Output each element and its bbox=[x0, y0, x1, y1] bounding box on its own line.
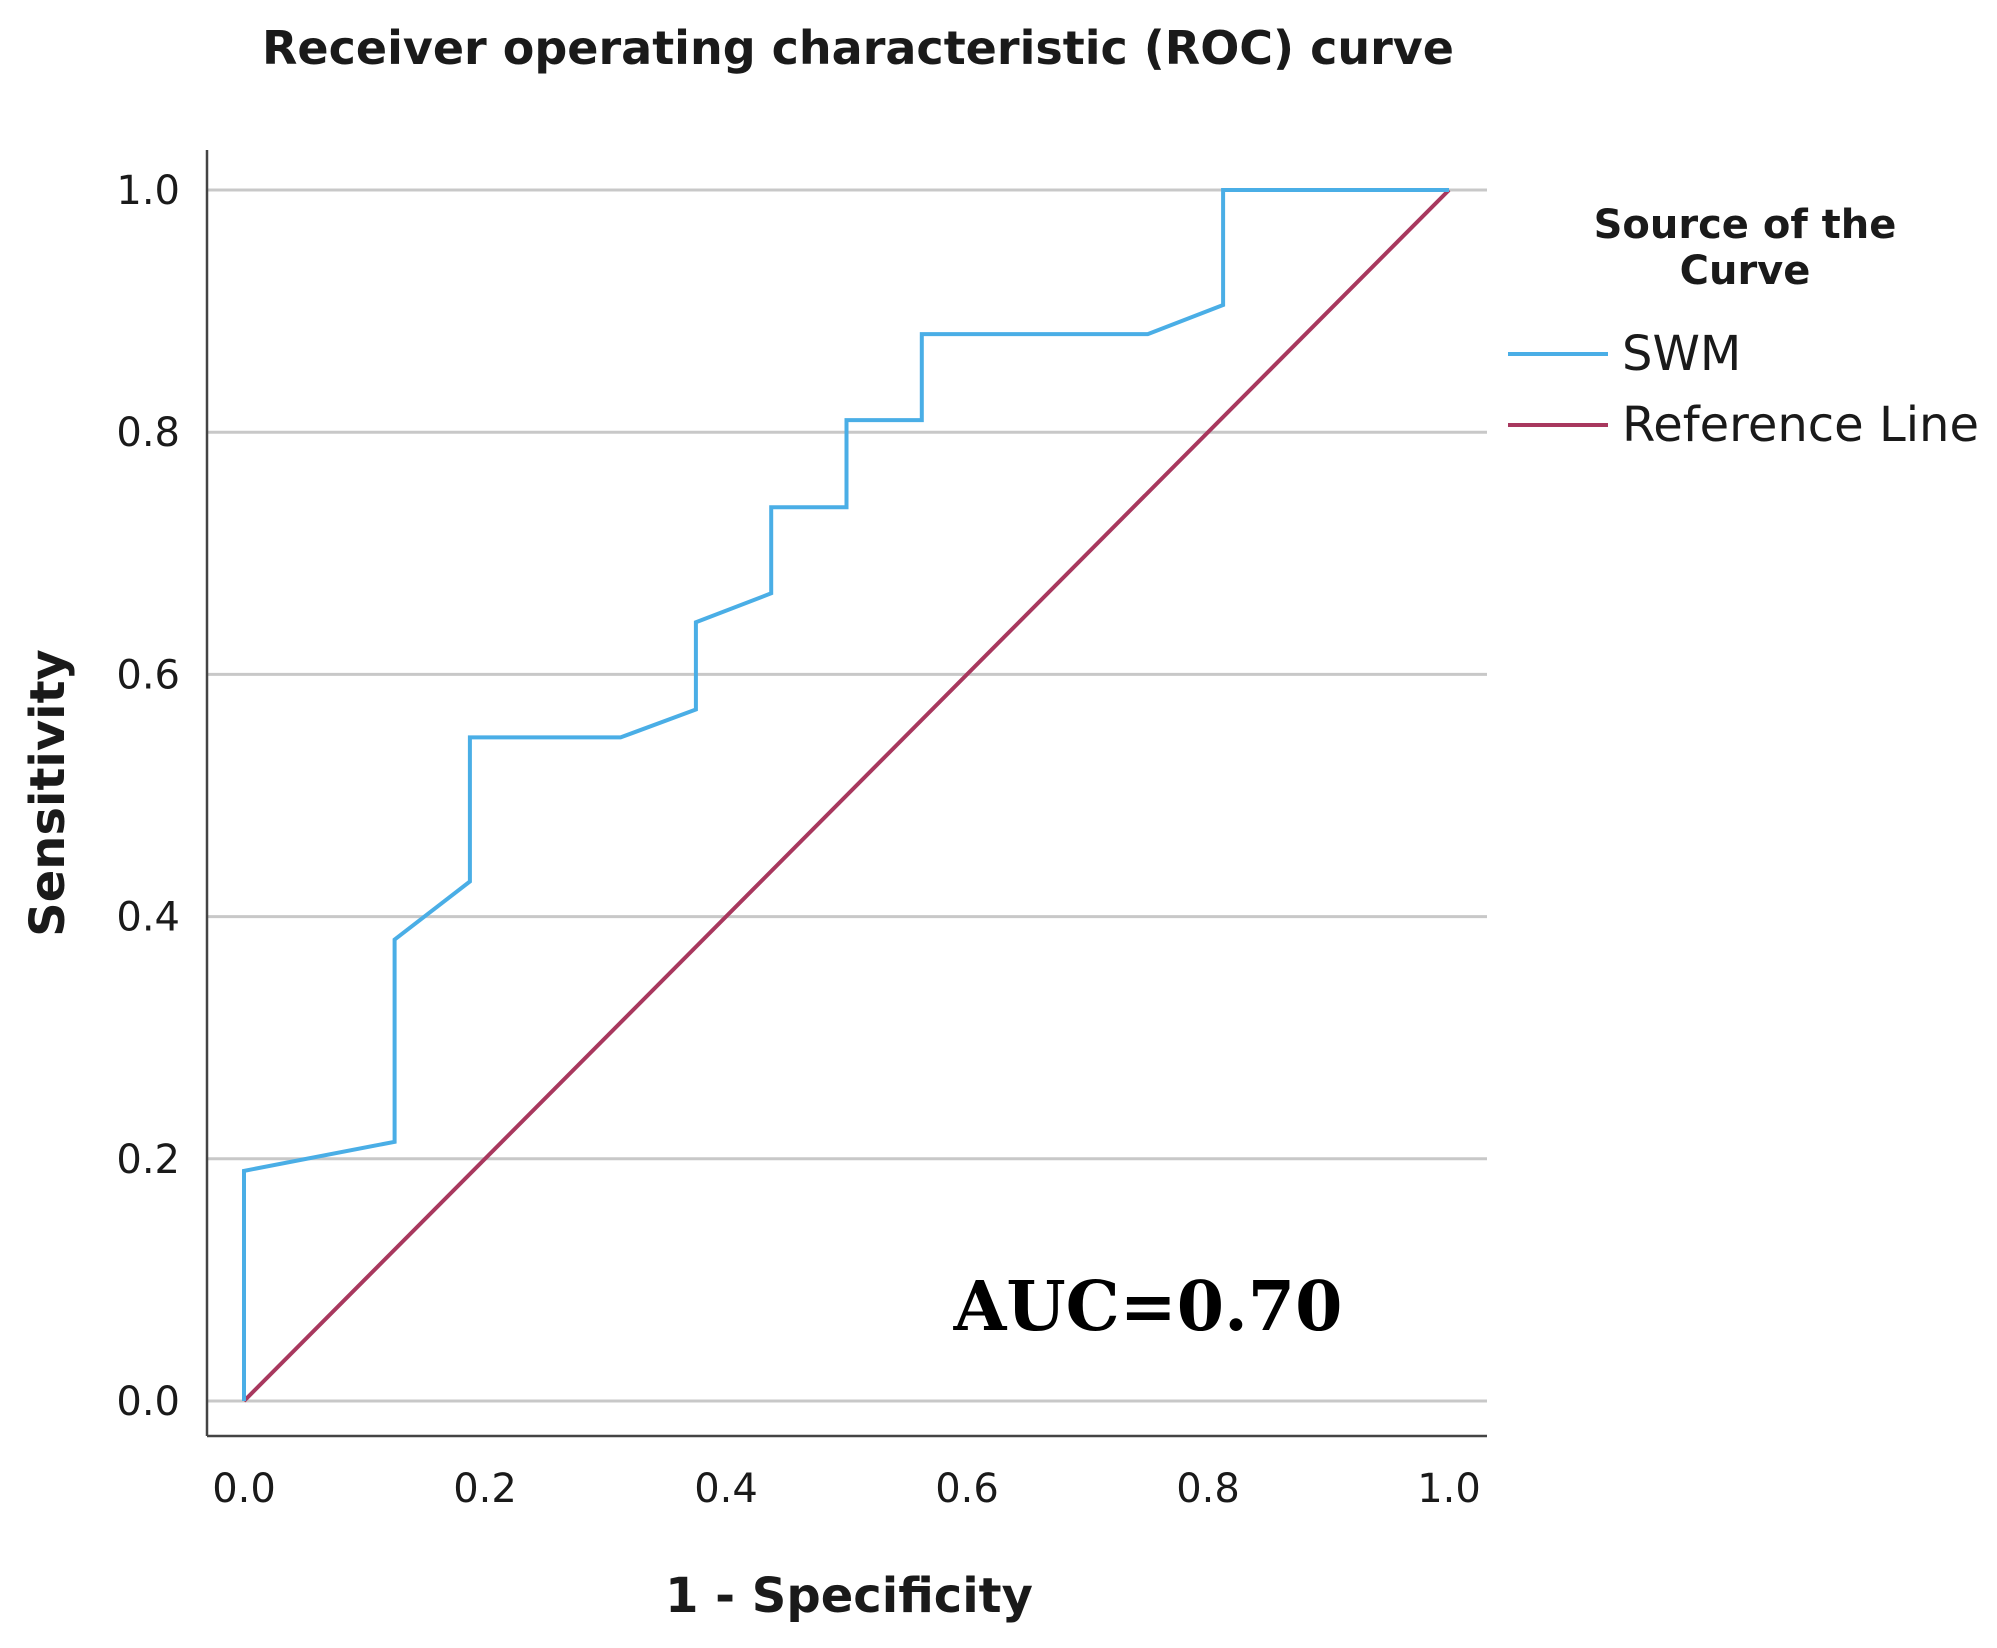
auc-annotation: AUC=0.70 bbox=[953, 1267, 1343, 1347]
x-tick-label: 0.2 bbox=[453, 1466, 517, 1512]
x-tick-label: 0.8 bbox=[1176, 1466, 1240, 1512]
legend-label-reference-line: Reference Line bbox=[1622, 397, 1979, 453]
y-axis-label: Sensitivity bbox=[20, 649, 76, 937]
y-tick-label: 0.6 bbox=[116, 652, 180, 698]
y-tick-label: 0.8 bbox=[116, 410, 180, 456]
series-line-reference-line bbox=[242, 188, 1451, 1403]
series-layer bbox=[242, 188, 1451, 1403]
x-tick-label: 1.0 bbox=[1417, 1466, 1481, 1512]
x-axis-label: 1 - Specificity bbox=[665, 1568, 1033, 1624]
y-tick-label: 0.2 bbox=[116, 1137, 180, 1183]
x-tick-labels: 0.0 0.2 0.4 0.6 0.8 1.0 bbox=[212, 1466, 1481, 1512]
x-tick-label: 0.0 bbox=[212, 1466, 276, 1512]
chart-title: Receiver operating characteristic (ROC) … bbox=[262, 21, 1454, 75]
y-tick-label: 0.4 bbox=[116, 895, 180, 941]
y-tick-label: 0.0 bbox=[116, 1379, 180, 1425]
legend: Source of the Curve SWM Reference Line bbox=[1508, 202, 1979, 453]
series-line-swm bbox=[242, 188, 1449, 1401]
legend-title-line-2: Curve bbox=[1680, 248, 1811, 294]
x-tick-label: 0.6 bbox=[935, 1466, 999, 1512]
legend-title-line-1: Source of the bbox=[1594, 202, 1897, 248]
y-tick-label: 1.0 bbox=[116, 168, 180, 214]
legend-label-swm: SWM bbox=[1622, 326, 1741, 382]
y-tick-labels: 0.0 0.2 0.4 0.6 0.8 1.0 bbox=[116, 168, 180, 1425]
x-tick-label: 0.4 bbox=[694, 1466, 758, 1512]
